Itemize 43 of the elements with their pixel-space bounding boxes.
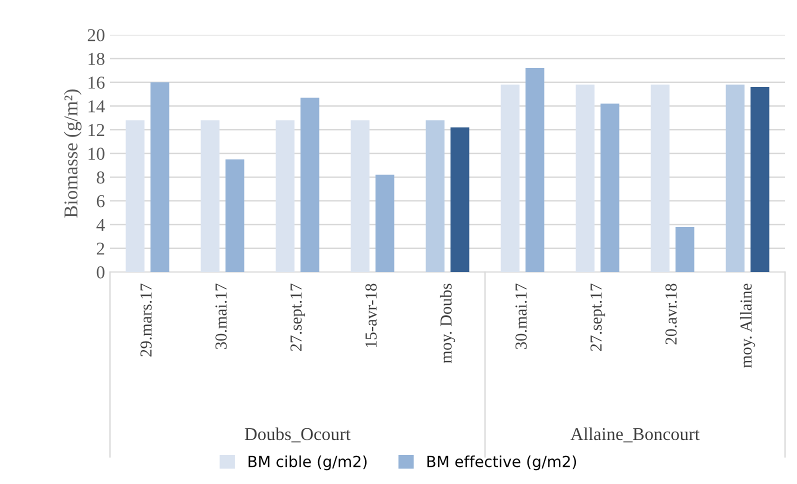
y-tick-label: 12 (88, 124, 104, 136)
bar (600, 104, 620, 272)
legend-label: BM cible (g/m2) (248, 455, 367, 470)
x-tick-label: moy. Allaine (740, 284, 756, 368)
bar (500, 84, 520, 272)
x-tick-label: 29.mars.17 (140, 284, 152, 356)
x-tick-label: 15-avr-18 (365, 284, 377, 348)
y-tick-label: 4 (96, 218, 105, 231)
y-axis-title: Biomasse (g/m²) (64, 90, 82, 218)
x-tick-label: moy. Doubs (440, 284, 456, 364)
x-tick-label: 30.mai.17 (215, 284, 227, 349)
bar (426, 120, 445, 272)
y-tick-label: 2 (96, 242, 104, 255)
bar (376, 174, 394, 272)
y-tick-label: 10 (88, 148, 104, 160)
bar (276, 120, 294, 272)
legend-label: BM effective (g/m2) (427, 455, 576, 470)
y-tick-label: 0 (96, 266, 104, 278)
y-tick-label: 18 (88, 52, 104, 66)
y-tick-label: 6 (96, 195, 105, 208)
bar (676, 226, 694, 272)
x-tick-label: 27.sept.17 (290, 284, 306, 351)
x-tick-label: 27.sept.17 (590, 284, 606, 351)
bar (726, 84, 745, 272)
y-tick-label: 8 (96, 171, 104, 184)
bar (126, 120, 144, 272)
y-tick-label: 14 (88, 100, 105, 112)
bar (300, 98, 320, 272)
bar (225, 159, 244, 272)
bar (526, 68, 544, 272)
bar (576, 84, 595, 272)
text: Doubs_Ocourt (244, 427, 351, 442)
bar (200, 120, 220, 272)
bar (650, 84, 670, 272)
bar (150, 82, 170, 272)
y-tick-label: 20 (88, 29, 104, 42)
x-tick-label: 20.avr.18 (665, 284, 677, 344)
text: Allaine_Boncourt (570, 427, 700, 442)
y-tick-label: 16 (88, 76, 105, 89)
bar (450, 127, 470, 272)
bar (350, 120, 370, 272)
x-tick-label: 30.mai.17 (515, 284, 527, 349)
bar (750, 87, 770, 272)
